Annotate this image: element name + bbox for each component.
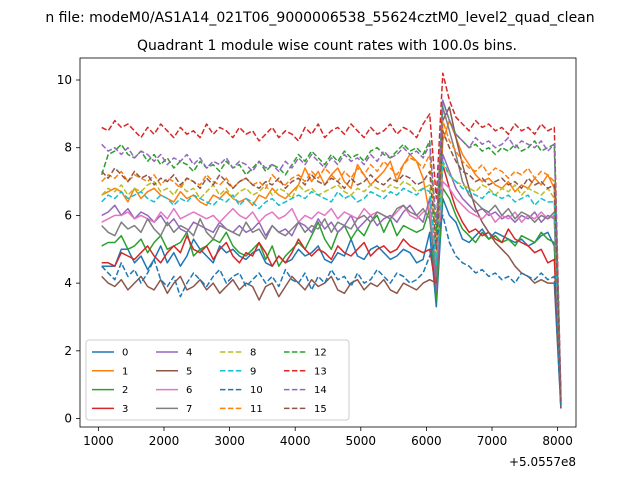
y-tick-label: 8 bbox=[64, 141, 72, 155]
x-tick-label: 3000 bbox=[214, 434, 245, 448]
legend-label-7: 7 bbox=[186, 404, 192, 415]
legend-frame bbox=[85, 339, 350, 421]
y-tick-label: 4 bbox=[64, 276, 72, 290]
x-tick-label: 1000 bbox=[83, 434, 114, 448]
legend-label-12: 12 bbox=[314, 348, 327, 359]
legend-label-0: 0 bbox=[122, 348, 128, 359]
series-line-4 bbox=[101, 153, 562, 406]
legend-label-8: 8 bbox=[250, 348, 256, 359]
series-line-0 bbox=[101, 197, 562, 409]
y-tick-label: 0 bbox=[64, 412, 72, 426]
legend-label-11: 11 bbox=[250, 404, 263, 415]
legend-label-6: 6 bbox=[186, 385, 192, 396]
legend-label-9: 9 bbox=[250, 366, 256, 377]
legend-label-10: 10 bbox=[250, 385, 263, 396]
legend-label-5: 5 bbox=[186, 366, 192, 377]
x-tick-label: 4000 bbox=[280, 434, 311, 448]
series-line-7 bbox=[101, 106, 562, 406]
series-line-14 bbox=[101, 99, 562, 399]
series-line-3 bbox=[101, 163, 562, 402]
plot-frame bbox=[79, 57, 577, 428]
series-layer bbox=[100, 72, 562, 409]
legend-label-3: 3 bbox=[122, 404, 128, 415]
y-tick-label: 2 bbox=[64, 344, 72, 358]
legend-label-13: 13 bbox=[314, 366, 327, 377]
series-line-13 bbox=[101, 72, 562, 395]
x-tick-label: 2000 bbox=[149, 434, 180, 448]
figure-suptitle: n file: modeM0/AS1A14_021T06_9000006538_… bbox=[45, 10, 594, 26]
series-line-11 bbox=[101, 119, 562, 402]
y-tick-label: 6 bbox=[64, 208, 72, 222]
series-line-5 bbox=[101, 106, 562, 409]
x-axis: 1000 2000 3000 4000 5000 6000 7000 8000 bbox=[83, 427, 573, 448]
series-line-9 bbox=[101, 160, 562, 402]
series-line-6 bbox=[101, 180, 562, 402]
legend-label-1: 1 bbox=[122, 366, 128, 377]
legend-label-4: 4 bbox=[186, 348, 192, 359]
series-line-15 bbox=[101, 130, 562, 402]
chart-title: Quadrant 1 module wise count rates with … bbox=[137, 38, 517, 54]
legend-label-15: 15 bbox=[314, 404, 327, 415]
x-tick-label: 8000 bbox=[542, 434, 573, 448]
series-line-10 bbox=[101, 214, 562, 409]
legend-label-2: 2 bbox=[122, 385, 128, 396]
series-line-8 bbox=[101, 163, 562, 402]
y-tick-label: 10 bbox=[57, 73, 72, 87]
legend-label-14: 14 bbox=[314, 385, 327, 396]
x-offset-label: +5.0557e8 bbox=[509, 455, 576, 469]
x-tick-label: 5000 bbox=[346, 434, 377, 448]
x-tick-label: 7000 bbox=[477, 434, 508, 448]
x-tick-label: 6000 bbox=[411, 434, 442, 448]
series-line-12 bbox=[100, 99, 562, 399]
y-axis: 0 2 4 6 8 10 bbox=[57, 73, 80, 426]
